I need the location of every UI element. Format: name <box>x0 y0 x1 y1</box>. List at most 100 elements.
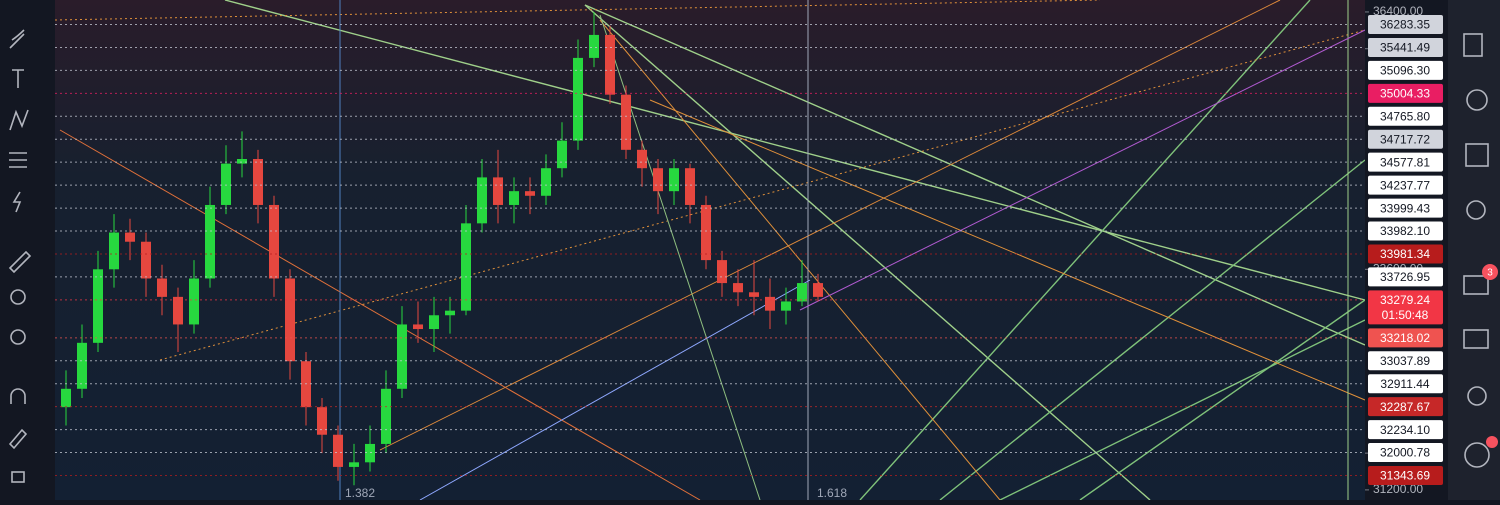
price-label: 34765.80 <box>1380 109 1430 123</box>
countdown: 01:50:48 <box>1382 308 1429 322</box>
brush-tool[interactable] <box>9 29 25 49</box>
candle-body <box>365 443 375 463</box>
price-label-bg <box>1368 175 1443 195</box>
zoom-out[interactable] <box>10 329 26 345</box>
price-label-bg <box>1368 152 1443 172</box>
y-tick-label: 31200.00 <box>1373 482 1423 496</box>
candle-body <box>637 149 647 169</box>
candle-body <box>509 191 519 205</box>
candle-body <box>413 324 423 330</box>
live-dot <box>1486 436 1498 448</box>
price-label-bg <box>1368 129 1443 149</box>
messages[interactable] <box>1463 329 1489 349</box>
price-label: 35441.49 <box>1380 41 1430 55</box>
watchlist[interactable] <box>1463 33 1483 57</box>
price-label-bg <box>1368 106 1443 126</box>
broadcast[interactable] <box>1464 442 1490 468</box>
shapes-tool[interactable] <box>12 191 22 213</box>
candle-body <box>621 94 631 150</box>
price-label: 33037.89 <box>1380 354 1430 368</box>
candle-body <box>653 168 663 192</box>
price-label: 34717.72 <box>1380 132 1430 146</box>
price-label-bg <box>1368 244 1443 264</box>
price-label: 35096.30 <box>1380 64 1430 78</box>
candle-body <box>125 232 135 242</box>
price-label: 33982.10 <box>1380 224 1430 238</box>
price-label-bg <box>1368 15 1443 34</box>
candle-body <box>589 34 599 58</box>
candle-body <box>605 34 615 95</box>
calendar[interactable] <box>1465 143 1489 167</box>
candle-body <box>749 292 759 297</box>
price-label: 36283.35 <box>1380 18 1430 32</box>
price-label: 35004.33 <box>1380 87 1430 101</box>
candle-body <box>141 241 151 279</box>
candle-body <box>317 407 327 435</box>
fib-label: 1.618 <box>817 486 847 500</box>
candle-body <box>557 140 567 169</box>
candle-body <box>61 388 71 408</box>
price-label: 34237.77 <box>1380 178 1430 192</box>
forecast-tool[interactable] <box>9 152 27 168</box>
sidebar-icons <box>1463 33 1490 468</box>
candle-body <box>237 159 247 164</box>
ideas[interactable] <box>1466 200 1486 220</box>
price-label-bg <box>1368 328 1443 348</box>
left-toolbar <box>0 0 55 500</box>
candle-body <box>685 168 695 205</box>
price-label-bg <box>1368 397 1443 417</box>
candle-body <box>157 278 167 297</box>
y-tick-label: 36400.00 <box>1373 4 1423 18</box>
price-label-bg <box>1368 420 1443 440</box>
chats[interactable] <box>1463 275 1489 295</box>
candle-body <box>573 57 583 141</box>
candle-body <box>669 168 679 192</box>
candle-body <box>285 278 295 362</box>
price-label: 33279.24 <box>1380 293 1430 307</box>
candle-body <box>797 283 807 302</box>
price-label-bg <box>1368 290 1443 325</box>
badge-count: 3 <box>1487 268 1493 279</box>
candle-body <box>109 232 119 270</box>
candle-body <box>173 296 183 325</box>
price-label-bg <box>1368 466 1443 485</box>
price-label: 32911.44 <box>1380 377 1429 391</box>
magnet[interactable] <box>10 388 26 404</box>
badge <box>1482 264 1498 280</box>
pattern-tool[interactable] <box>9 109 29 131</box>
toolbar-icons <box>8 29 32 483</box>
price-label: 33218.02 <box>1380 331 1430 345</box>
ruler-tool[interactable] <box>8 250 32 274</box>
alerts[interactable] <box>1466 89 1488 111</box>
price-label-bg <box>1368 443 1443 463</box>
lock-drawing[interactable] <box>8 428 28 450</box>
fib-label: 1.382 <box>345 486 375 500</box>
price-label-bg <box>1368 198 1443 218</box>
price-label-bg <box>1368 60 1443 80</box>
streams[interactable] <box>1467 386 1487 406</box>
candle-body <box>493 177 503 205</box>
candle-body <box>733 283 743 293</box>
zoom-in[interactable] <box>10 289 26 305</box>
price-label: 32000.78 <box>1380 446 1430 460</box>
candle-body <box>269 204 279 279</box>
price-label: 34577.81 <box>1380 155 1430 169</box>
candle-body <box>781 301 791 311</box>
candle-body <box>541 168 551 196</box>
candle-body <box>205 204 215 279</box>
candle-body <box>397 324 407 389</box>
candle-body <box>701 204 711 261</box>
candle-body <box>429 315 439 330</box>
candle-body <box>189 278 199 325</box>
price-label-bg <box>1368 37 1443 57</box>
lock[interactable] <box>11 471 25 483</box>
candle-body <box>349 462 359 467</box>
candle-body <box>221 163 231 205</box>
candle-body <box>765 296 775 311</box>
candle-body <box>525 191 535 196</box>
price-label-bg <box>1368 221 1443 241</box>
text-tool[interactable] <box>12 69 24 88</box>
candle-body <box>333 434 343 467</box>
price-label: 33999.43 <box>1380 201 1430 215</box>
